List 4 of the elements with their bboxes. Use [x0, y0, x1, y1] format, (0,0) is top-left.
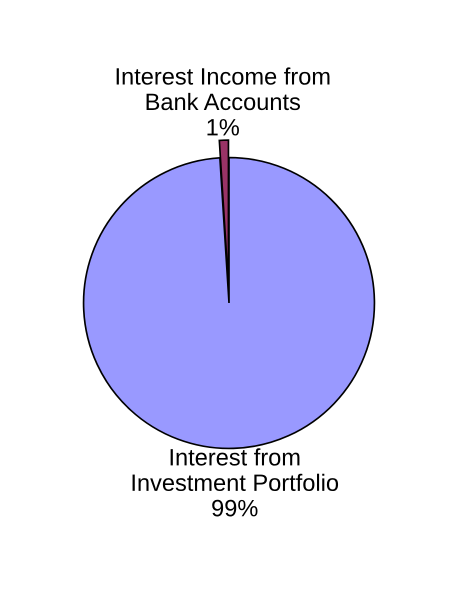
- slice-label: Interest from Investment Portfolio: [132, 448, 338, 492]
- data-label: 99%: [212, 500, 258, 516]
- data-label: 1%: [207, 119, 239, 136]
- slice-label: Interest Income from Bank Accounts: [116, 67, 330, 110]
